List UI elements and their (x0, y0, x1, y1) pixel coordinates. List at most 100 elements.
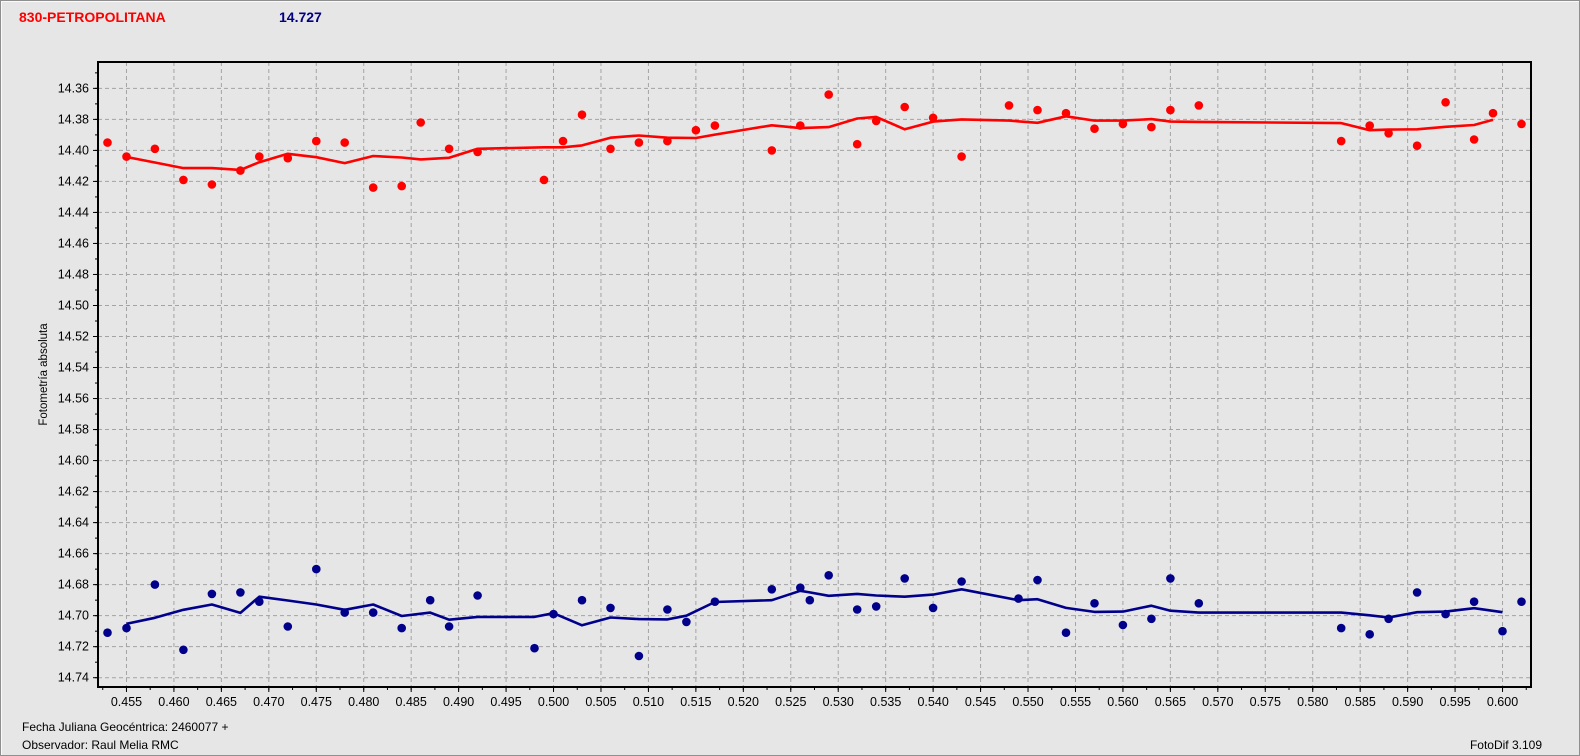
blue-series-data-point (254, 597, 264, 606)
y-tick-label: 14.62 (58, 485, 89, 499)
blue-series-data-point (1166, 574, 1175, 583)
blue-series-data-point (1033, 575, 1042, 585)
blue-series-data-point (852, 605, 862, 614)
red-series-data-point (539, 175, 549, 185)
blue-series-data-point (663, 605, 672, 614)
blue-series-data-point (710, 597, 720, 606)
blue-series-data-point (767, 585, 777, 594)
blue-series-data-point (1061, 628, 1071, 637)
blue-series-data-point (340, 608, 350, 617)
red-series-data-point (1194, 101, 1204, 110)
red-series-data-point (1118, 119, 1128, 129)
blue-series-data-point (1014, 594, 1023, 603)
x-tick-label: 0.510 (633, 695, 664, 709)
red-series-data-point (634, 138, 644, 147)
blue-series-data-point (1384, 614, 1393, 624)
red-series-data-point (1384, 129, 1393, 138)
red-series-data-point (1412, 141, 1422, 150)
x-tick-label: 0.590 (1392, 695, 1423, 709)
red-series-data-point (368, 183, 378, 192)
blue-series-data-point (207, 589, 217, 599)
y-tick-label: 14.50 (58, 298, 89, 312)
blue-series-data-point (682, 617, 691, 627)
red-series-data-point (606, 144, 615, 154)
blue-series-data-point (871, 602, 881, 611)
red-series-data-point (1090, 124, 1099, 133)
red-series-data-point (1004, 101, 1014, 110)
red-series-data-point (691, 125, 701, 135)
x-tick-label: 0.495 (490, 695, 521, 709)
red-series-data-point (577, 110, 587, 119)
y-tick-label: 14.60 (58, 454, 89, 468)
y-tick-label: 14.56 (58, 392, 89, 406)
blue-series-data-point (1147, 614, 1156, 624)
x-tick-label: 0.550 (1012, 695, 1043, 709)
y-tick-label: 14.38 (58, 112, 89, 126)
blue-series-data-point (179, 645, 188, 655)
red-series-data-point (340, 138, 350, 147)
blue-series-data-point (634, 651, 644, 661)
x-tick-label: 0.545 (965, 695, 996, 709)
x-tick-label: 0.525 (775, 695, 806, 709)
x-tick-label: 0.530 (823, 695, 854, 709)
red-series-data-point (1469, 135, 1479, 144)
blue-series-data-point (312, 564, 321, 574)
x-tick-label: 0.475 (301, 695, 332, 709)
red-series-trend-line (126, 115, 1494, 172)
red-series-data-point (710, 121, 720, 130)
y-tick-label: 14.42 (58, 174, 89, 188)
blue-series-data-point (444, 622, 454, 631)
blue-series-data-point (425, 595, 435, 605)
blue-series-data-point (900, 574, 909, 583)
y-tick-label: 14.66 (58, 547, 89, 561)
blue-series-data-point (530, 643, 539, 653)
red-series-data-point (767, 146, 777, 155)
blue-series-data-point (122, 623, 131, 633)
y-tick-label: 14.40 (58, 143, 89, 157)
y-axis-title: Fotometría absoluta (38, 323, 50, 426)
y-tick-label: 14.48 (58, 267, 89, 281)
red-series-data-point (852, 139, 862, 149)
blue-series-data-point (397, 623, 407, 633)
blue-series-data-point (549, 609, 558, 619)
x-tick-label: 0.595 (1439, 695, 1470, 709)
red-series-data-point (1336, 136, 1346, 146)
red-series-data-point (1441, 98, 1450, 107)
x-tick-label: 0.585 (1345, 695, 1376, 709)
blue-series-data-point (236, 588, 245, 597)
red-series-data-point (236, 166, 245, 175)
y-tick-label: 14.74 (58, 671, 89, 685)
blue-series-data-point (1118, 620, 1128, 630)
red-series-data-point (473, 147, 482, 157)
red-series-data-point (1166, 105, 1175, 115)
red-series-data-point (957, 152, 966, 161)
blue-series-data-point (1194, 599, 1204, 608)
red-series-data-point (1033, 105, 1042, 115)
y-tick-label: 14.52 (58, 330, 89, 344)
y-tick-label: 14.64 (58, 516, 89, 530)
red-series-data-point (796, 121, 805, 130)
red-series-data-point (1488, 108, 1498, 118)
blue-series-data-point (1090, 599, 1099, 608)
red-series-data-point (150, 144, 160, 154)
x-tick-label: 0.455 (111, 695, 142, 709)
blue-series-trend-line (126, 587, 1503, 627)
x-tick-label: 0.480 (348, 695, 379, 709)
blue-series-data-point (577, 595, 587, 605)
red-series-data-point (254, 152, 264, 161)
x-tick-label: 0.505 (585, 695, 616, 709)
blue-series-data-point (957, 577, 966, 586)
x-tick-label: 0.570 (1202, 695, 1233, 709)
red-series-data-point (397, 181, 407, 191)
red-series-data-point (122, 152, 131, 161)
x-tick-label: 0.520 (728, 695, 759, 709)
red-series-data-point (871, 116, 881, 126)
red-series-data-point (1061, 108, 1071, 118)
x-tick-label: 0.560 (1107, 695, 1138, 709)
red-series-data-point (663, 136, 672, 146)
x-tick-label: 0.580 (1297, 695, 1328, 709)
red-series-data-point (928, 113, 938, 123)
blue-series-data-point (824, 571, 833, 580)
red-series-data-point (558, 136, 568, 146)
blue-series-data-point (1412, 588, 1422, 597)
